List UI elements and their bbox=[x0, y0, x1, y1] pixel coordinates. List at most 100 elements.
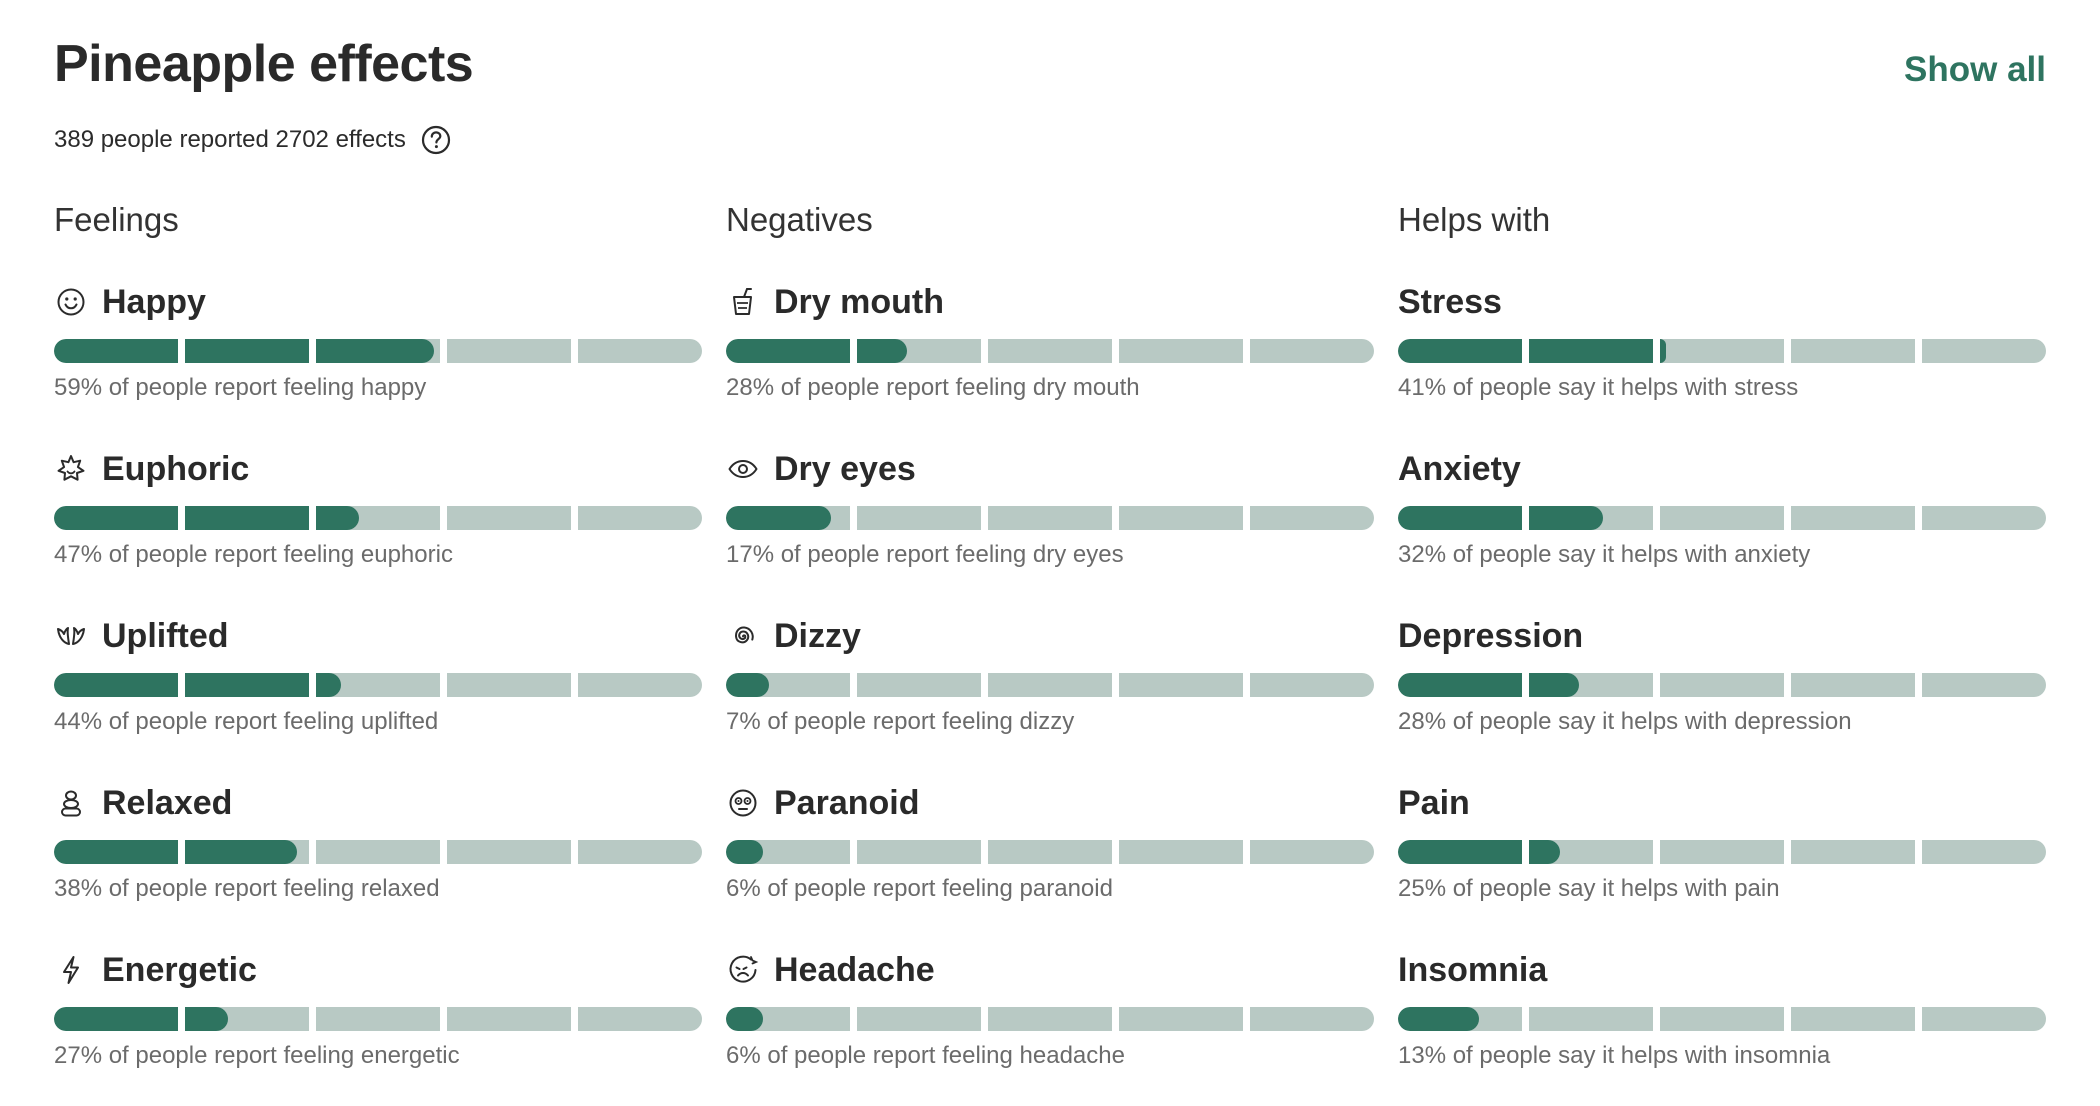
effect-heading: Depression bbox=[1398, 614, 1583, 658]
effect-uplifted: Uplifted 44% of people report feeling upl… bbox=[54, 534, 702, 735]
question-circle-icon[interactable] bbox=[420, 124, 452, 156]
progress-fill bbox=[1529, 506, 1604, 530]
progress-segment bbox=[54, 506, 178, 530]
progress-segment bbox=[1119, 1007, 1243, 1031]
progress-segment bbox=[988, 1007, 1112, 1031]
progress-segment bbox=[1791, 840, 1915, 864]
progress-segment bbox=[726, 840, 850, 864]
worried-face-icon bbox=[726, 786, 760, 820]
effect-progress-bar bbox=[726, 673, 1374, 697]
progress-segment bbox=[1660, 506, 1784, 530]
progress-segment bbox=[1660, 1007, 1784, 1031]
progress-segment bbox=[1119, 339, 1243, 363]
progress-segment bbox=[1529, 339, 1653, 363]
effect-description: 27% of people report feeling energetic bbox=[54, 1042, 460, 1069]
effect-dry-mouth: Dry mouth 28% of people report feeling dr… bbox=[726, 200, 1374, 401]
effect-description: 44% of people report feeling uplifted bbox=[54, 708, 439, 735]
effect-description: 47% of people report feeling euphoric bbox=[54, 541, 453, 568]
effect-relaxed: Relaxed 38% of people report feeling rela… bbox=[54, 701, 702, 902]
effect-progress-bar bbox=[726, 506, 1374, 530]
effect-dry-eyes: Dry eyes 17% of people report feeling dry… bbox=[726, 367, 1374, 568]
effect-description: 32% of people say it helps with anxiety bbox=[1398, 541, 1811, 568]
progress-segment bbox=[1529, 673, 1653, 697]
effect-description: 38% of people report feeling relaxed bbox=[54, 875, 440, 902]
progress-segment bbox=[1922, 1007, 2046, 1031]
headache-face-icon bbox=[726, 953, 760, 987]
progress-segment bbox=[1791, 673, 1915, 697]
effect-progress-bar bbox=[726, 339, 1374, 363]
progress-fill bbox=[726, 673, 770, 697]
progress-segment bbox=[447, 840, 571, 864]
progress-segment bbox=[447, 673, 571, 697]
smiley-icon bbox=[54, 285, 88, 319]
progress-segment bbox=[1250, 506, 1374, 530]
effect-progress-bar bbox=[726, 840, 1374, 864]
effect-name: Euphoric bbox=[102, 449, 250, 488]
effect-description: 6% of people report feeling paranoid bbox=[726, 875, 1113, 902]
progress-fill bbox=[726, 1007, 764, 1031]
progress-segment bbox=[447, 1007, 571, 1031]
effect-progress-bar bbox=[1398, 673, 2046, 697]
progress-segment bbox=[857, 506, 981, 530]
effect-progress-bar bbox=[54, 840, 702, 864]
progress-fill bbox=[1398, 339, 1522, 363]
progress-segment bbox=[1791, 506, 1915, 530]
progress-segment bbox=[726, 506, 850, 530]
progress-segment bbox=[54, 840, 178, 864]
summary-text: 389 people reported 2702 effects bbox=[54, 126, 406, 153]
page-title: Pineapple effects bbox=[54, 35, 474, 93]
progress-fill bbox=[316, 339, 434, 363]
effect-anxiety: Anxiety 32% of people say it helps with a… bbox=[1398, 367, 2046, 568]
effect-name: Uplifted bbox=[102, 616, 229, 655]
progress-fill bbox=[185, 840, 297, 864]
progress-fill bbox=[185, 339, 309, 363]
effect-energetic: Energetic 27% of people report feeling en… bbox=[54, 868, 702, 1069]
progress-fill bbox=[316, 673, 341, 697]
progress-segment bbox=[1529, 840, 1653, 864]
effect-heading: Euphoric bbox=[54, 447, 249, 491]
effect-description: 17% of people report feeling dry eyes bbox=[726, 541, 1124, 568]
progress-segment bbox=[1660, 339, 1784, 363]
effect-happy: Happy 59% of people report feeling happy bbox=[54, 200, 702, 401]
effect-heading: Insomnia bbox=[1398, 948, 1547, 992]
effect-insomnia: Insomnia 13% of people say it helps with … bbox=[1398, 868, 2046, 1069]
progress-segment bbox=[185, 339, 309, 363]
effect-name: Pain bbox=[1398, 783, 1470, 822]
lightning-icon bbox=[54, 953, 88, 987]
progress-segment bbox=[185, 840, 309, 864]
effect-heading: Paranoid bbox=[726, 781, 919, 825]
progress-segment bbox=[1529, 1007, 1653, 1031]
progress-fill bbox=[1398, 673, 1522, 697]
progress-segment bbox=[988, 506, 1112, 530]
effect-name: Insomnia bbox=[1398, 950, 1548, 989]
column-title: Negatives bbox=[726, 201, 873, 238]
progress-segment bbox=[1922, 506, 2046, 530]
progress-segment bbox=[1922, 339, 2046, 363]
progress-segment bbox=[316, 1007, 440, 1031]
effect-progress-bar bbox=[1398, 840, 2046, 864]
effect-heading: Stress bbox=[1398, 280, 1502, 324]
progress-segment bbox=[1119, 673, 1243, 697]
progress-fill bbox=[1398, 506, 1522, 530]
progress-fill bbox=[54, 506, 178, 530]
header: Pineapple effects Show all 389 people re… bbox=[54, 0, 2046, 155]
column-title: Helps with bbox=[1398, 201, 1551, 238]
effect-heading: Pain bbox=[1398, 781, 1470, 825]
column-negatives: Negatives Dry mouth 28% of people report f… bbox=[726, 196, 1374, 1079]
progress-segment bbox=[185, 506, 309, 530]
progress-fill bbox=[185, 673, 309, 697]
effect-heading: Energetic bbox=[54, 948, 257, 992]
progress-fill bbox=[857, 339, 907, 363]
progress-segment bbox=[185, 1007, 309, 1031]
progress-segment bbox=[447, 339, 571, 363]
column-helps-with: Helps with Stress 41% of people say it hel… bbox=[1398, 196, 2046, 1079]
progress-fill bbox=[54, 673, 178, 697]
progress-segment bbox=[1250, 339, 1374, 363]
progress-segment bbox=[1398, 506, 1522, 530]
progress-segment bbox=[1398, 840, 1522, 864]
progress-fill bbox=[1398, 840, 1522, 864]
progress-segment bbox=[578, 506, 702, 530]
progress-fill bbox=[54, 1007, 178, 1031]
show-all-link[interactable]: Show all bbox=[1904, 50, 2046, 89]
